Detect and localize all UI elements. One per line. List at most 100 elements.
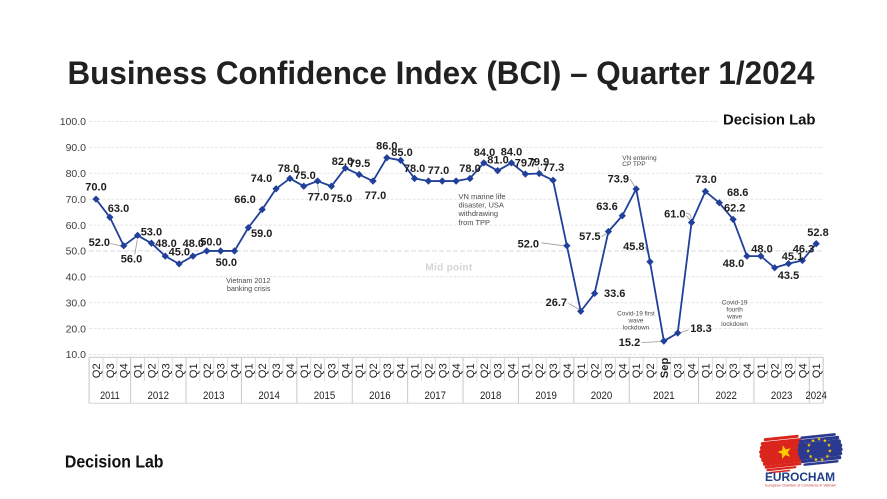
svg-text:Q3: Q3	[105, 363, 117, 378]
svg-text:30.0: 30.0	[66, 297, 87, 309]
svg-text:50.0: 50.0	[216, 257, 237, 269]
svg-text:2011: 2011	[100, 390, 120, 402]
svg-text:2022: 2022	[715, 390, 737, 402]
svg-text:2016: 2016	[369, 390, 391, 402]
svg-text:2021: 2021	[653, 390, 675, 402]
svg-text:45.0: 45.0	[169, 247, 190, 259]
svg-text:wave: wave	[726, 314, 742, 321]
svg-text:Q1: Q1	[133, 363, 145, 378]
svg-text:2019: 2019	[535, 390, 557, 402]
svg-text:2017: 2017	[425, 390, 447, 402]
svg-text:Q3: Q3	[673, 363, 685, 378]
svg-text:81.0: 81.0	[487, 154, 508, 166]
svg-text:Q1: Q1	[465, 363, 477, 378]
svg-text:59.0: 59.0	[251, 228, 272, 240]
svg-text:Q2: Q2	[423, 363, 435, 378]
svg-text:Q2: Q2	[146, 363, 158, 378]
svg-text:77.3: 77.3	[543, 162, 564, 174]
svg-text:VN marine life: VN marine life	[459, 192, 506, 201]
svg-text:86.0: 86.0	[376, 141, 397, 153]
svg-text:62.2: 62.2	[724, 202, 745, 214]
svg-text:52.0: 52.0	[89, 237, 110, 249]
svg-text:Q1: Q1	[700, 363, 712, 378]
svg-text:Q4: Q4	[451, 363, 463, 378]
svg-text:Q2: Q2	[313, 363, 325, 378]
svg-text:Q1: Q1	[576, 363, 588, 378]
svg-text:79.5: 79.5	[349, 158, 370, 170]
svg-text:Q3: Q3	[784, 363, 796, 378]
svg-text:77.0: 77.0	[365, 190, 386, 202]
svg-text:78.0: 78.0	[459, 163, 480, 175]
svg-text:Q3: Q3	[603, 363, 615, 378]
svg-text:Q2: Q2	[534, 363, 546, 378]
svg-text:Vietnam 2012: Vietnam 2012	[226, 276, 270, 285]
svg-text:Q2: Q2	[645, 363, 657, 378]
svg-text:79.9: 79.9	[528, 157, 549, 169]
svg-text:45.8: 45.8	[623, 241, 644, 253]
svg-text:Q4: Q4	[396, 363, 408, 378]
svg-text:52.0: 52.0	[518, 239, 539, 251]
svg-text:Mid point: Mid point	[425, 262, 472, 273]
svg-text:50.0: 50.0	[66, 246, 87, 258]
svg-text:disaster, USA: disaster, USA	[459, 201, 504, 210]
svg-text:77.0: 77.0	[428, 165, 449, 177]
svg-text:Q3: Q3	[728, 363, 740, 378]
svg-text:European Chamber of Commerce i: European Chamber of Commerce in Vietnam	[765, 483, 836, 487]
svg-text:Decision Lab: Decision Lab	[723, 113, 816, 129]
svg-text:73.9: 73.9	[608, 174, 629, 186]
svg-text:2015: 2015	[314, 390, 336, 402]
svg-text:VN entering: VN entering	[622, 155, 657, 162]
svg-text:85.0: 85.0	[391, 147, 412, 159]
svg-text:Covid-19: Covid-19	[722, 299, 748, 306]
svg-text:66.0: 66.0	[234, 194, 255, 206]
svg-text:75.0: 75.0	[331, 193, 352, 205]
svg-text:75.0: 75.0	[294, 170, 315, 182]
svg-text:53.0: 53.0	[141, 227, 162, 239]
svg-text:2024: 2024	[805, 390, 827, 402]
svg-text:50.0: 50.0	[200, 237, 221, 249]
svg-text:20.0: 20.0	[66, 323, 87, 335]
svg-text:banking crisis: banking crisis	[227, 284, 271, 293]
svg-text:Q4: Q4	[507, 363, 519, 378]
svg-text:70.0: 70.0	[85, 182, 106, 194]
svg-text:70.0: 70.0	[66, 194, 87, 206]
svg-text:57.5: 57.5	[579, 231, 600, 243]
svg-text:withdrawing: withdrawing	[458, 209, 499, 218]
svg-text:Q4: Q4	[119, 363, 131, 378]
svg-text:Q3: Q3	[493, 363, 505, 378]
svg-text:79.7: 79.7	[515, 158, 536, 170]
svg-text:Sep: Sep	[659, 358, 671, 379]
svg-text:Q2: Q2	[202, 363, 214, 378]
svg-text:52.8: 52.8	[807, 227, 828, 239]
svg-text:45.1: 45.1	[782, 251, 803, 263]
svg-text:from TPP: from TPP	[459, 218, 491, 227]
svg-text:Q4: Q4	[174, 363, 186, 378]
svg-text:63.0: 63.0	[108, 203, 129, 215]
svg-text:100.0: 100.0	[60, 116, 86, 128]
svg-text:Q4: Q4	[340, 363, 352, 378]
svg-text:90.0: 90.0	[66, 142, 87, 154]
svg-text:26.7: 26.7	[546, 297, 567, 309]
svg-text:82.0: 82.0	[332, 156, 353, 168]
svg-text:Q3: Q3	[326, 363, 338, 378]
svg-text:Q3: Q3	[160, 363, 172, 378]
svg-text:61.0: 61.0	[664, 209, 685, 221]
svg-text:77.0: 77.0	[308, 191, 329, 203]
svg-text:Q2: Q2	[714, 363, 726, 378]
svg-text:Q2: Q2	[479, 363, 491, 378]
svg-text:73.0: 73.0	[695, 174, 716, 186]
svg-text:78.0: 78.0	[404, 163, 425, 175]
svg-text:fourth: fourth	[726, 307, 743, 314]
svg-text:46.3: 46.3	[793, 243, 814, 255]
svg-text:EUROCHAM: EUROCHAM	[765, 470, 835, 484]
svg-text:Covid-19 first: Covid-19 first	[617, 310, 655, 317]
svg-text:Q1: Q1	[520, 363, 532, 378]
svg-text:Q2: Q2	[368, 363, 380, 378]
svg-text:84.0: 84.0	[501, 147, 522, 159]
svg-text:lockdown: lockdown	[721, 321, 748, 328]
svg-text:Q4: Q4	[230, 363, 242, 378]
svg-text:Q1: Q1	[410, 363, 422, 378]
svg-text:18.3: 18.3	[690, 323, 711, 335]
svg-text:Q4: Q4	[617, 363, 629, 378]
svg-text:2023: 2023	[771, 390, 793, 402]
